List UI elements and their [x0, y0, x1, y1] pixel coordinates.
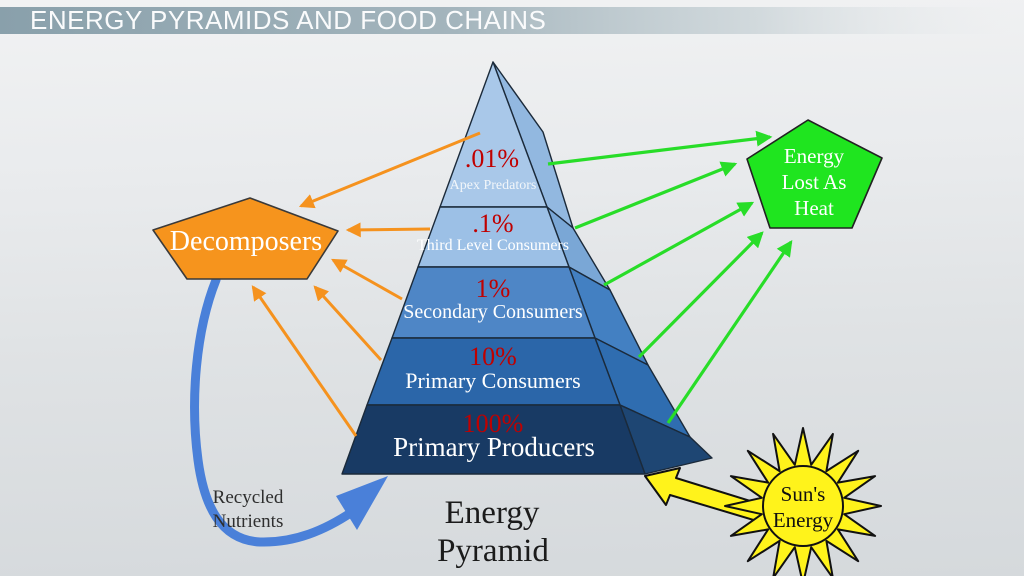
- page-title: ENERGY PYRAMIDS AND FOOD CHAINS: [30, 5, 546, 35]
- annotations: Recycled Nutrients Energy Pyramid: [213, 487, 550, 569]
- header-bar: [0, 7, 1012, 34]
- green-arrow-level-2: [574, 161, 738, 230]
- recycled-nutrients-line-1: Recycled: [213, 487, 284, 508]
- pyramid-caption-line-2: Pyramid: [437, 533, 549, 569]
- sun-circle: [762, 465, 844, 547]
- sun-label-line-2: Energy: [773, 508, 834, 532]
- green-arrow-level-5: [666, 240, 793, 424]
- orange-arrow-level-1: [298, 131, 481, 209]
- energy-lost-label-line-2: Lost As: [782, 170, 847, 194]
- energy-lost-label-line-3: Heat: [794, 196, 834, 220]
- decomposers-node: Decomposers: [152, 197, 339, 280]
- green-arrow-level-1: [547, 130, 773, 166]
- recycled-nutrients-arrowhead-icon: [336, 476, 388, 530]
- orange-arrow-level-2: [345, 222, 431, 238]
- recycled-nutrients-curve: [190, 275, 357, 547]
- recycled-nutrients-arrow: [190, 275, 388, 547]
- energy-lost-label-line-1: Energy: [784, 144, 845, 168]
- sun-label-line-1: Sun's: [781, 482, 826, 506]
- decomposers-label: Decomposers: [170, 226, 322, 257]
- level-5-name: Primary Producers: [393, 432, 595, 462]
- sun-energy-arrow: [644, 467, 774, 525]
- orange-arrow-level-4: [313, 285, 383, 362]
- sun-node: Sun's Energy: [724, 427, 882, 576]
- orange-arrow-level-3: [331, 258, 403, 301]
- level-3-percent: 1%: [476, 274, 511, 303]
- energy-lost-pentagon: [746, 119, 883, 229]
- level-3-name: Secondary Consumers: [403, 301, 583, 323]
- level-4-name: Primary Consumers: [405, 368, 580, 393]
- decomposers-pentagon: [152, 197, 339, 280]
- energy-lost-node: Energy Lost As Heat: [746, 119, 883, 229]
- heat-loss-arrows: [547, 130, 793, 424]
- decomposer-arrows: [251, 131, 481, 437]
- pyramid-side-faces: [492, 61, 713, 475]
- green-arrow-level-4: [637, 231, 764, 359]
- level-2-percent: .1%: [472, 209, 513, 238]
- level-5-percent: 100%: [463, 409, 524, 438]
- orange-arrow-level-5: [251, 285, 358, 437]
- pyramid-caption-line-1: Energy: [445, 495, 540, 531]
- level-4-percent: 10%: [469, 342, 517, 371]
- green-arrow-level-3: [603, 201, 755, 287]
- level-1-name: Apex Predators: [450, 178, 537, 193]
- level-1-percent: .01%: [465, 144, 519, 173]
- level-2-name: Third Level Consumers: [417, 237, 569, 254]
- pyramid-labels: .01% Apex Predators .1% Third Level Cons…: [393, 144, 595, 462]
- recycled-nutrients-line-2: Nutrients: [213, 511, 284, 532]
- pyramid-front-faces: [341, 61, 646, 475]
- pyramid-level-5-front: [341, 404, 646, 475]
